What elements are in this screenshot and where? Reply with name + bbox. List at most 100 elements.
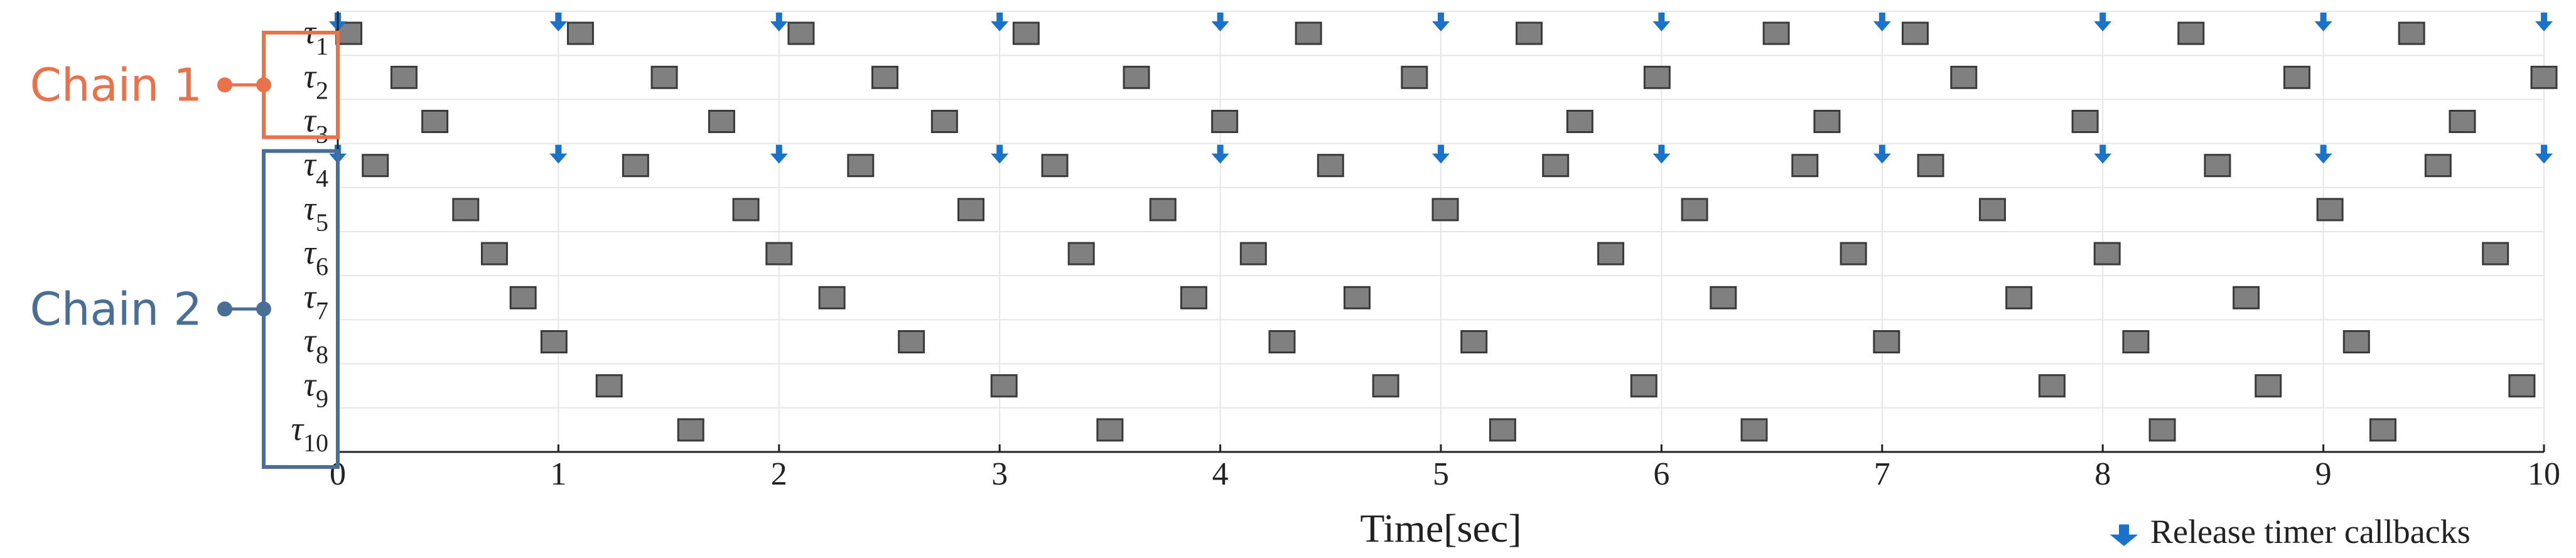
execution-block xyxy=(595,374,623,398)
execution-block xyxy=(452,198,480,222)
chain-dot xyxy=(217,301,232,317)
task-subscript: 4 xyxy=(316,164,328,193)
execution-block xyxy=(1762,21,1790,45)
execution-block xyxy=(1239,242,1267,266)
task-subscript: 10 xyxy=(303,429,328,457)
execution-block xyxy=(650,65,678,89)
release-arrow-icon xyxy=(1652,13,1671,31)
task-label: τ4 xyxy=(304,146,328,193)
task-label: τ2 xyxy=(304,57,328,104)
x-tick-label: 6 xyxy=(1653,456,1669,492)
task-subscript: 9 xyxy=(316,385,328,413)
release-arrow-icon xyxy=(1211,13,1229,31)
execution-block xyxy=(567,21,595,45)
execution-block xyxy=(1343,286,1371,309)
execution-block xyxy=(2398,21,2425,45)
execution-block xyxy=(2005,286,2033,309)
execution-block xyxy=(1917,154,1944,178)
task-label: τ9 xyxy=(304,366,328,413)
execution-block xyxy=(1489,418,1516,442)
task-label: τ1 xyxy=(304,13,328,60)
x-tick-label: 8 xyxy=(2094,456,2111,492)
task-symbol: τ xyxy=(304,366,317,404)
execution-block xyxy=(957,198,985,222)
execution-block xyxy=(1902,21,1929,45)
execution-block xyxy=(1813,110,1841,133)
x-axis: 0 1 2 3 4 5 6 7 8 9 10 xyxy=(330,11,2560,492)
execution-block xyxy=(1643,65,1671,89)
release-arrow-icon xyxy=(2535,144,2553,164)
release-arrow-icon xyxy=(991,13,1009,31)
release-arrow-icon xyxy=(2314,13,2332,31)
release-arrow-icon xyxy=(1652,144,1671,164)
task-symbol: τ xyxy=(304,57,317,95)
execution-block xyxy=(1710,286,1737,309)
x-tick-label: 4 xyxy=(1212,456,1229,492)
execution-block xyxy=(2369,418,2396,442)
release-arrow-icon xyxy=(1432,144,1450,164)
release-arrow-icon xyxy=(2314,144,2332,164)
execution-block xyxy=(2342,330,2370,353)
release-arrow-icon xyxy=(1873,13,1891,31)
release-arrow-icon xyxy=(2094,144,2112,164)
execution-block xyxy=(1460,330,1488,353)
execution-block xyxy=(1516,21,1543,45)
task-symbol: τ xyxy=(304,102,317,139)
task-label: τ6 xyxy=(304,233,328,281)
execution-block xyxy=(765,242,793,266)
chain-dot xyxy=(256,77,271,93)
execution-block xyxy=(1401,65,1428,89)
task-label: τ10 xyxy=(291,410,328,457)
chain-label: Chain 1 xyxy=(30,58,202,111)
execution-block xyxy=(2071,110,2099,133)
execution-block xyxy=(787,21,815,45)
execution-block xyxy=(818,286,846,309)
execution-block xyxy=(1791,154,1819,178)
execution-block xyxy=(362,154,389,178)
execution-block xyxy=(2093,242,2121,266)
execution-block xyxy=(2424,154,2452,178)
execution-block xyxy=(1096,418,1124,442)
task-label: τ3 xyxy=(304,102,328,149)
execution-block xyxy=(677,418,704,442)
execution-block xyxy=(2283,65,2310,89)
task-label: τ7 xyxy=(304,277,328,325)
chain-dot xyxy=(256,301,271,317)
execution-block xyxy=(1149,198,1177,222)
execution-block xyxy=(2148,418,2176,442)
x-tick-label: 9 xyxy=(2315,456,2332,492)
release-arrow-icon xyxy=(770,13,788,31)
execution-block xyxy=(1431,198,1459,222)
release-arrow-icon xyxy=(2535,13,2553,31)
execution-block xyxy=(540,330,568,353)
execution-block xyxy=(2122,330,2150,353)
task-subscript: 8 xyxy=(316,341,328,369)
execution-block xyxy=(2177,21,2205,45)
execution-block xyxy=(1211,110,1239,133)
execution-block xyxy=(2530,65,2558,89)
execution-block xyxy=(2038,374,2066,398)
execution-block xyxy=(2233,286,2260,309)
task-symbol: τ xyxy=(304,277,317,315)
execution-block xyxy=(1630,374,1657,398)
task-symbol: τ xyxy=(304,233,317,271)
execution-block xyxy=(990,374,1018,398)
down-arrow-icon xyxy=(2110,524,2138,546)
task-subscript: 6 xyxy=(316,252,328,281)
execution-block xyxy=(2508,374,2536,398)
x-tick-label: 1 xyxy=(550,456,566,492)
x-tick-label: 10 xyxy=(2528,456,2560,492)
execution-block xyxy=(390,65,418,89)
task-subscript: 1 xyxy=(316,32,328,60)
execution-block xyxy=(2255,374,2282,398)
task-symbol: τ xyxy=(304,190,317,227)
task-label: τ5 xyxy=(304,190,328,237)
execution-block xyxy=(1740,418,1768,442)
execution-block xyxy=(1123,65,1150,89)
task-subscript: 2 xyxy=(316,76,328,104)
execution-block xyxy=(1317,154,1344,178)
execution-block xyxy=(1873,330,1900,353)
execution-block xyxy=(1372,374,1399,398)
